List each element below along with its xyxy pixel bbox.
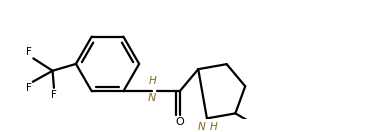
Text: N: N — [148, 93, 156, 103]
Text: N: N — [198, 122, 206, 132]
Text: H: H — [210, 122, 217, 132]
Text: O: O — [175, 117, 184, 127]
Text: H: H — [148, 76, 156, 86]
Text: F: F — [51, 90, 57, 100]
Text: F: F — [26, 47, 32, 57]
Text: F: F — [25, 83, 31, 93]
